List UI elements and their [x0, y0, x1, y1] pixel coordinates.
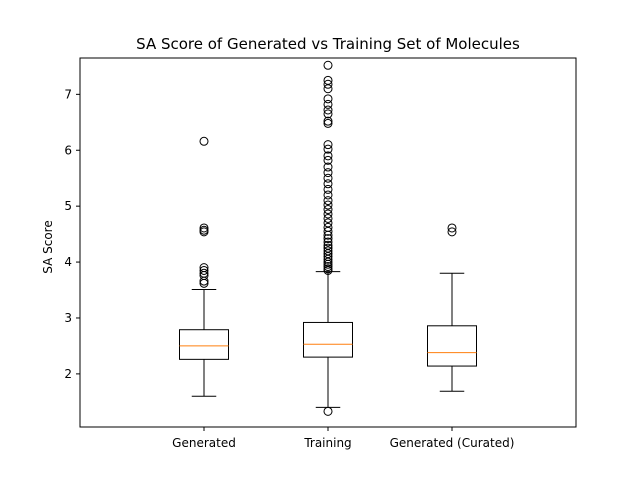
outlier-point [447, 223, 457, 233]
outlier-point [323, 213, 333, 223]
outlier-point [199, 223, 209, 233]
outlier-point [323, 116, 333, 126]
y-tick-label: 6 [64, 143, 72, 157]
outlier-point [323, 155, 333, 165]
outlier-point [323, 209, 333, 219]
outlier-point [323, 243, 333, 253]
y-tick-label: 2 [64, 367, 72, 381]
outlier-point [323, 222, 333, 232]
outlier-point [323, 237, 333, 247]
outlier-point [323, 190, 333, 200]
outlier-point [323, 60, 333, 70]
y-tick-label: 3 [64, 311, 72, 325]
box [179, 329, 229, 360]
box [427, 325, 477, 367]
outlier-point [323, 118, 333, 128]
outlier-point [323, 99, 333, 109]
outlier-point [323, 94, 333, 104]
outlier-point [323, 179, 333, 189]
outlier-point [323, 173, 333, 183]
outlier-point [323, 218, 333, 228]
outlier-point [199, 136, 209, 146]
outlier-point [323, 196, 333, 206]
chart-title: SA Score of Generated vs Training Set of… [136, 35, 520, 53]
x-tick-label: Training [303, 436, 351, 450]
outlier-point [199, 225, 209, 235]
y-tick-label: 4 [64, 255, 72, 269]
y-tick-label: 5 [64, 199, 72, 213]
plot-area [179, 60, 477, 416]
outlier-point [323, 234, 333, 244]
y-axis-label: SA Score [41, 220, 55, 273]
y-tick-label: 7 [64, 87, 72, 101]
box-group-generated-curated [427, 223, 477, 392]
outlier-point [199, 268, 209, 278]
outlier-point [323, 184, 333, 194]
outlier-point [323, 200, 333, 210]
outlier-point [323, 109, 333, 119]
outlier-point [323, 240, 333, 250]
axis-ticks: Generated Training Generated (Curated) 2 3 4 5… [64, 87, 514, 450]
outlier-point [323, 140, 333, 150]
outlier-point [199, 265, 209, 275]
outlier-point [323, 162, 333, 172]
outlier-point [323, 406, 333, 416]
outlier-point [323, 262, 333, 272]
outlier-point [323, 105, 333, 115]
outlier-point [323, 168, 333, 178]
outlier-point [323, 75, 333, 85]
outlier-point [323, 246, 333, 256]
box [303, 321, 353, 358]
outlier-point [199, 263, 209, 273]
outlier-point [323, 205, 333, 215]
box-group-generated [179, 136, 229, 397]
box-group-training [303, 60, 353, 416]
outlier-point [323, 144, 333, 154]
x-tick-label: Generated [172, 436, 236, 450]
outlier-point [447, 227, 457, 237]
outlier-point [323, 264, 333, 274]
x-tick-label: Generated (Curated) [390, 436, 515, 450]
outlier-point [323, 151, 333, 161]
outlier-point [323, 79, 333, 89]
